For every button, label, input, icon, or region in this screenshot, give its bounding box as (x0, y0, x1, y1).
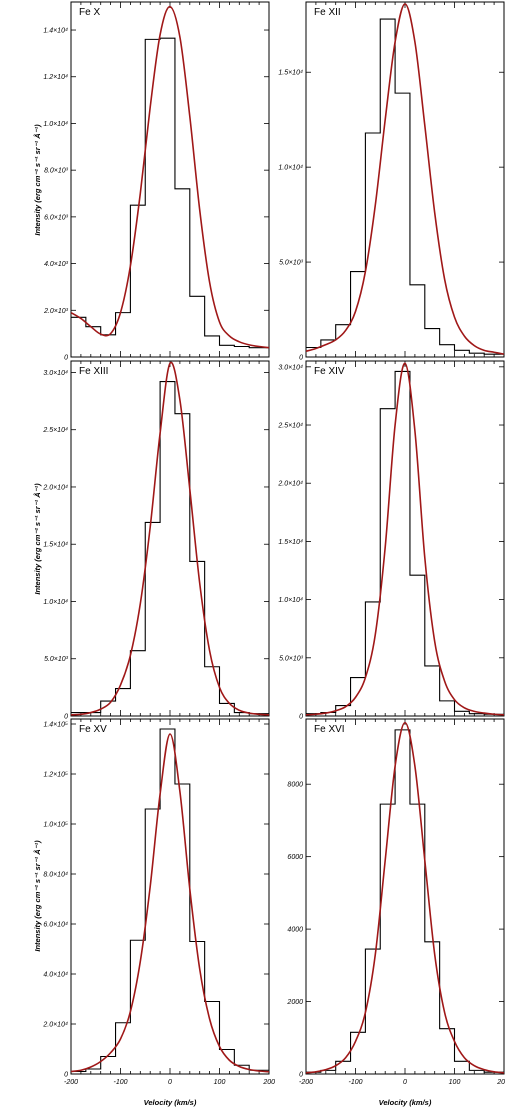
y-tick-label: 3.0×10⁴ (43, 370, 68, 377)
panel-6: 0 2000 4000 6000 8000 -200 -100 0 100 20 Fe XVI (286, 718, 505, 1086)
y-tick-label: 8.0×10³ (44, 168, 69, 175)
y-tick-label: 1.2×10⁴ (43, 74, 68, 81)
panel-2: 0 5.0×10³ 1.0×10⁴ 1.5×10⁴ Fe XII (278, 1, 505, 362)
xlabel-right: Velocity (km/s) (379, 1098, 432, 1107)
plot-frame (70, 718, 270, 1075)
panel-ion-label: Fe XIII (79, 366, 108, 377)
panel-1: 0 2.0×10³ 4.0×10³ 6.0×10³ 8.0×10³ 1.0×10⁴ 1.2×… (43, 1, 270, 362)
y-tick-label: 6.0×10⁴ (43, 922, 68, 929)
x-tick-label: 200 (262, 1079, 275, 1086)
fit-curve (71, 5, 269, 349)
panel-ion-label: Fe XV (79, 724, 107, 735)
x-tick-label: 0 (168, 1079, 172, 1086)
x-tick-label: -200 (299, 1079, 313, 1086)
fit-curve (71, 361, 269, 716)
panel-ion-label: Fe XII (314, 7, 341, 18)
plot-frame (70, 1, 270, 358)
panel-3: 0 5.0×10³ 1.0×10⁴ 1.5×10⁴ 2.0×10⁴ 2.5×10⁴ 3.0×… (42, 360, 270, 721)
y-tick-label: 5.0×10³ (279, 655, 304, 662)
ylabel-row-2: Intensity (erg cm⁻² s⁻¹ sr⁻¹ Å⁻¹) (33, 483, 42, 595)
y-tick-label: 8.0×10⁴ (43, 872, 68, 879)
y-tick-label: 2.5×10⁴ (42, 427, 68, 434)
y-tick-label: 2.0×10⁴ (42, 1022, 68, 1029)
data-histogram (306, 729, 504, 1073)
x-tick-label: 20 (496, 1079, 505, 1086)
y-tick-label: 0 (64, 1072, 68, 1079)
y-tick-label: 1.0×10⁴ (43, 121, 68, 128)
y-tick-label: 6.0×10³ (44, 214, 69, 221)
fit-curve (306, 362, 504, 716)
y-tick-label: 6000 (287, 854, 303, 861)
panel-ion-label: Fe XVI (314, 724, 345, 735)
y-tick-label: 0 (299, 355, 303, 362)
panel-4: 0 5.0×10³ 1.0×10⁴ 1.5×10⁴ 2.0×10⁴ 2.5×10⁴ 3.0×… (277, 360, 505, 721)
y-tick-label: 1.2×10⁵ (43, 772, 68, 779)
y-tick-label: 1.4×10⁴ (43, 28, 68, 35)
y-tick-label: 8000 (287, 782, 303, 789)
data-histogram (306, 370, 504, 715)
x-tick-label: -200 (64, 1079, 78, 1086)
panel-ion-label: Fe X (79, 7, 100, 18)
y-tick-label: 2.5×10⁴ (277, 423, 303, 430)
x-tick-label: 100 (214, 1079, 226, 1086)
y-tick-label: 2.0×10⁴ (277, 481, 303, 488)
fit-curve (306, 721, 504, 1074)
y-tick-label: 1.0×10⁴ (278, 597, 303, 604)
data-histogram (306, 18, 504, 355)
panel-ion-label: Fe XIV (314, 366, 345, 377)
y-tick-label: 0 (64, 714, 68, 721)
fit-curve (71, 733, 269, 1073)
y-tick-label: 0 (299, 714, 303, 721)
y-tick-label: 1.0×10⁵ (43, 822, 68, 829)
x-tick-label: -100 (113, 1079, 127, 1086)
y-tick-label: 5.0×10³ (279, 260, 304, 267)
y-tick-label: 4000 (287, 927, 303, 934)
x-tick-label: -100 (348, 1079, 362, 1086)
ylabel-row-3: Intensity (erg cm⁻² s⁻¹ sr⁻¹ Å⁻¹) (33, 840, 42, 952)
x-tick-label: 100 (449, 1079, 461, 1086)
y-tick-label: 3.0×10⁴ (278, 364, 303, 371)
y-tick-label: 1.0×10⁴ (278, 165, 303, 172)
y-tick-label: 1.0×10⁴ (43, 599, 68, 606)
plot-frame (305, 1, 505, 358)
y-tick-label: 4.0×10⁴ (43, 972, 68, 979)
plot-frame (70, 360, 270, 717)
data-histogram (71, 381, 269, 715)
y-tick-label: 0 (299, 1072, 303, 1079)
plot-frame (305, 360, 505, 717)
fit-curve (306, 3, 504, 355)
y-tick-label: 1.4×10⁵ (43, 722, 68, 729)
y-tick-label: 1.5×10⁴ (278, 70, 303, 77)
plot-frame (305, 718, 505, 1075)
panel-5: 0 2.0×10⁴ 4.0×10⁴ 6.0×10⁴ 8.0×10⁴ 1.0×10⁵ 1.2×… (42, 718, 275, 1086)
x-tick-label: 0 (403, 1079, 407, 1086)
y-tick-label: 2.0×10⁴ (42, 484, 68, 491)
y-tick-label: 5.0×10³ (44, 656, 69, 663)
y-tick-label: 1.5×10⁴ (43, 542, 68, 549)
ylabel-row-1: Intensity (erg cm⁻² s⁻¹ sr⁻¹ Å⁻¹) (33, 124, 42, 236)
y-tick-label: 0 (64, 355, 68, 362)
y-tick-label: 1.5×10⁴ (278, 539, 303, 546)
xlabel-left: Velocity (km/s) (144, 1098, 197, 1107)
y-tick-label: 2000 (286, 999, 303, 1006)
data-histogram (71, 37, 269, 349)
data-histogram (71, 728, 269, 1073)
y-tick-label: 2.0×10³ (43, 308, 69, 315)
y-tick-label: 4.0×10³ (44, 261, 69, 268)
